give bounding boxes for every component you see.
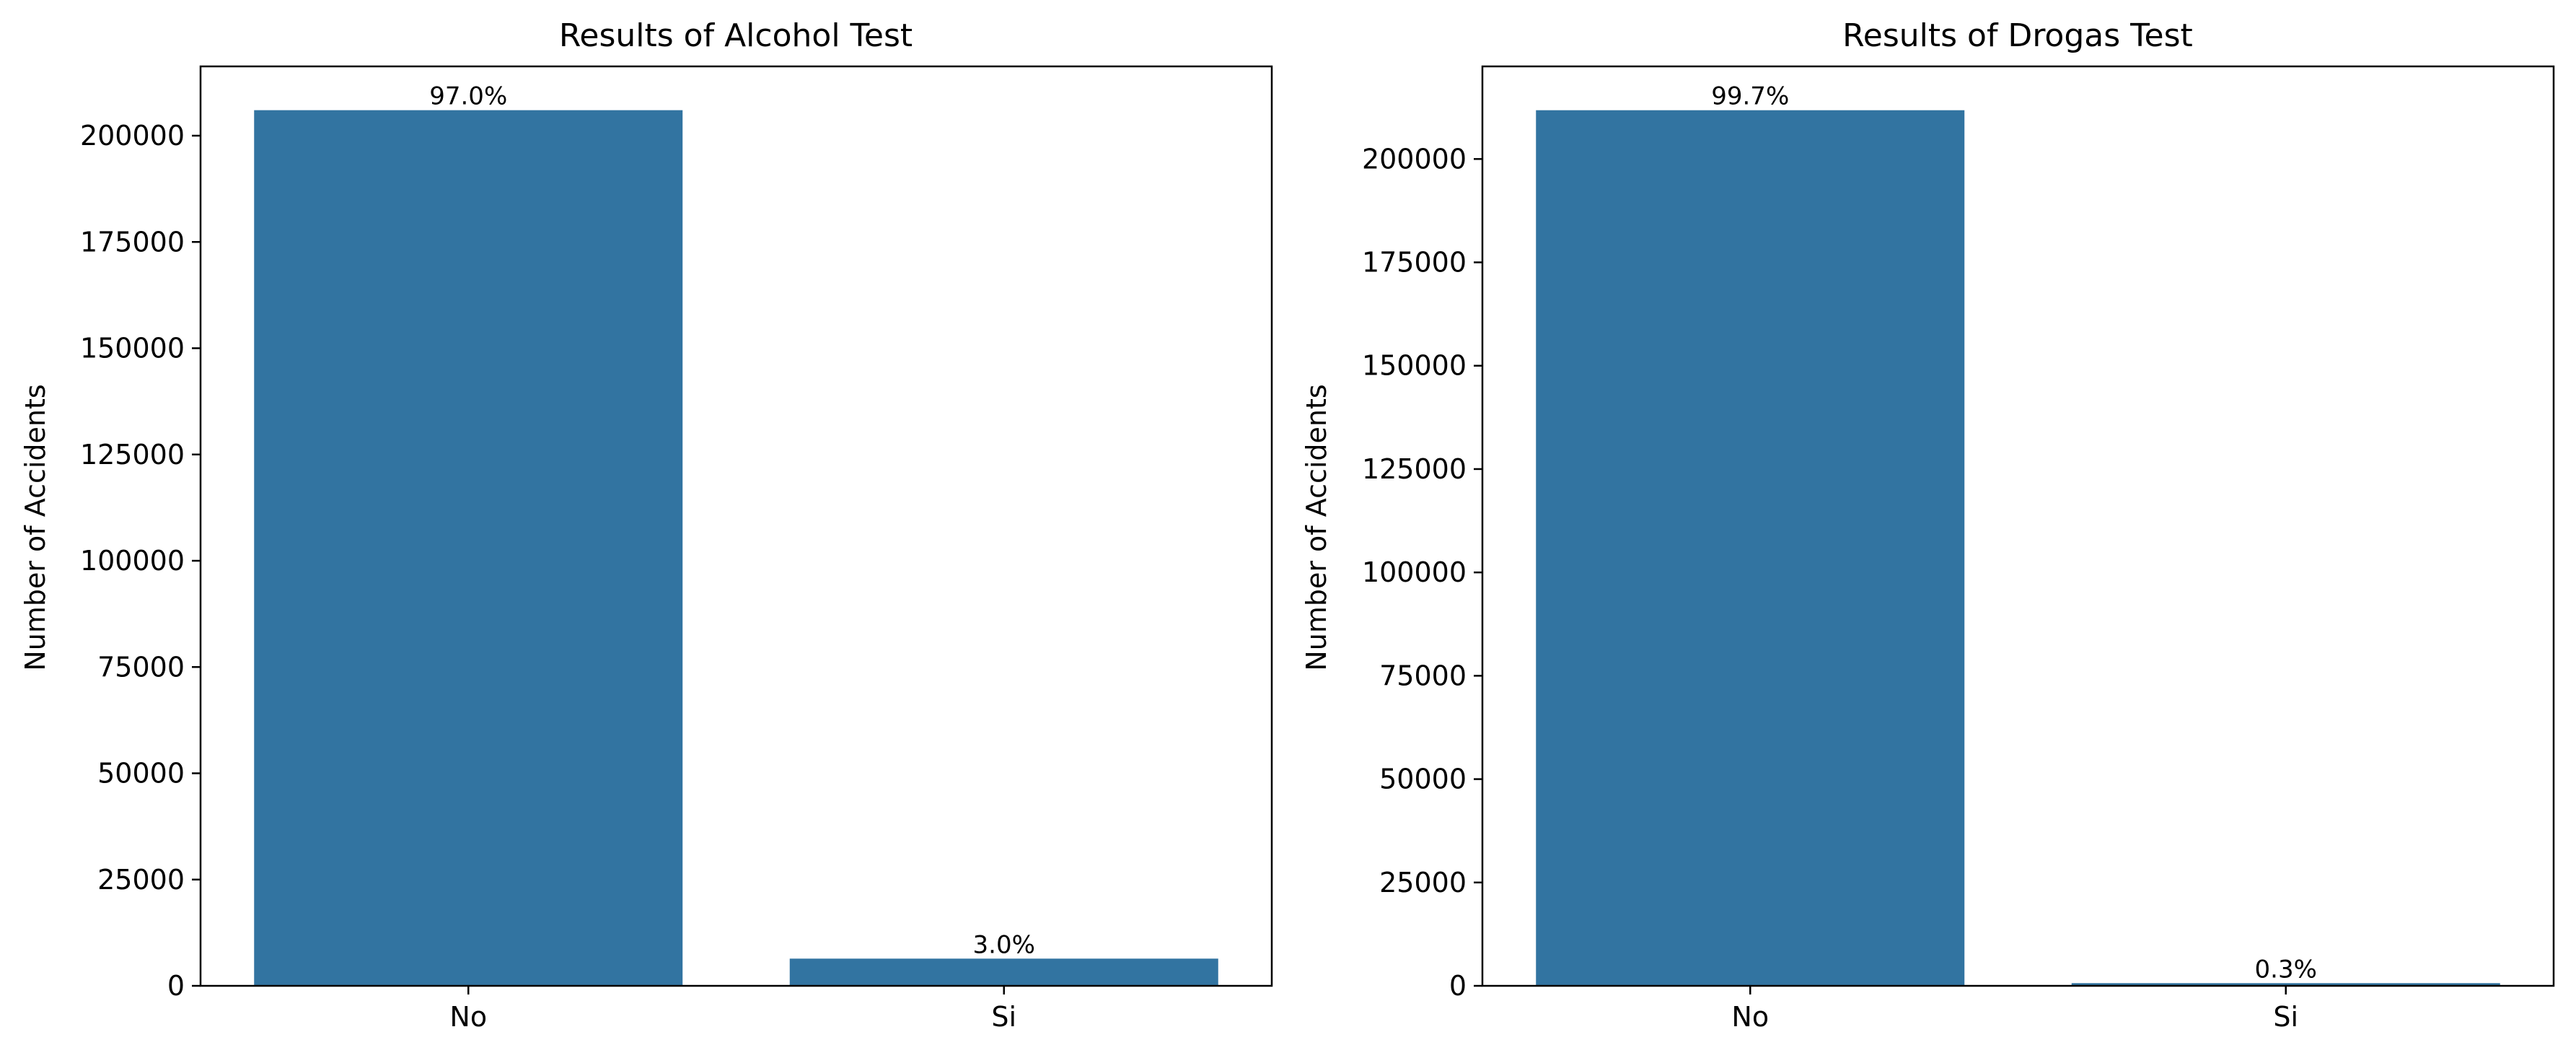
x-tick-label: No xyxy=(449,1001,487,1033)
y-tick-label: 0 xyxy=(167,970,185,1002)
y-tick-label: 100000 xyxy=(80,545,185,577)
axes-frame xyxy=(199,65,1273,987)
bar-no xyxy=(1536,110,1965,987)
y-tick-label: 125000 xyxy=(1362,453,1467,485)
bar-no xyxy=(254,110,683,987)
y-axis-label: Number of Accidents xyxy=(1301,384,1332,670)
y-tick-label: 125000 xyxy=(80,439,185,471)
x-tick-label: No xyxy=(1731,1001,1769,1033)
bar-si xyxy=(2071,983,2500,986)
chart-title: Results of Drogas Test xyxy=(1842,17,2193,54)
alcohol-test-chart: Results of Alcohol Test Number of Accide… xyxy=(19,17,1273,1033)
data-label: 97.0% xyxy=(429,82,507,111)
y-tick-label: 75000 xyxy=(1379,660,1467,691)
y-tick-label: 50000 xyxy=(1379,764,1467,795)
x-tick-label: Si xyxy=(991,1001,1016,1033)
axes-frame xyxy=(1481,65,2555,987)
drogas-test-chart: Results of Drogas Test Number of Acciden… xyxy=(1301,17,2555,1033)
data-label: 99.7% xyxy=(1711,82,1789,111)
y-tick-label: 50000 xyxy=(97,758,185,790)
chart-title: Results of Alcohol Test xyxy=(559,17,913,54)
y-tick-label: 75000 xyxy=(97,651,185,683)
data-label: 3.0% xyxy=(973,930,1035,959)
y-tick-label: 100000 xyxy=(1362,556,1467,588)
y-axis-label: Number of Accidents xyxy=(19,384,51,670)
y-tick-label: 200000 xyxy=(1362,143,1467,175)
y-tick-label: 150000 xyxy=(1362,350,1467,382)
y-tick-label: 150000 xyxy=(80,333,185,364)
y-tick-label: 0 xyxy=(1449,970,1467,1002)
y-tick-label: 200000 xyxy=(80,120,185,152)
y-tick-label: 175000 xyxy=(1362,247,1467,279)
x-tick-label: Si xyxy=(2273,1001,2298,1033)
data-label: 0.3% xyxy=(2255,955,2317,984)
y-tick-label: 25000 xyxy=(1379,867,1467,899)
y-tick-label: 175000 xyxy=(80,226,185,258)
y-tick-label: 25000 xyxy=(97,864,185,896)
bar-si xyxy=(789,958,1218,986)
